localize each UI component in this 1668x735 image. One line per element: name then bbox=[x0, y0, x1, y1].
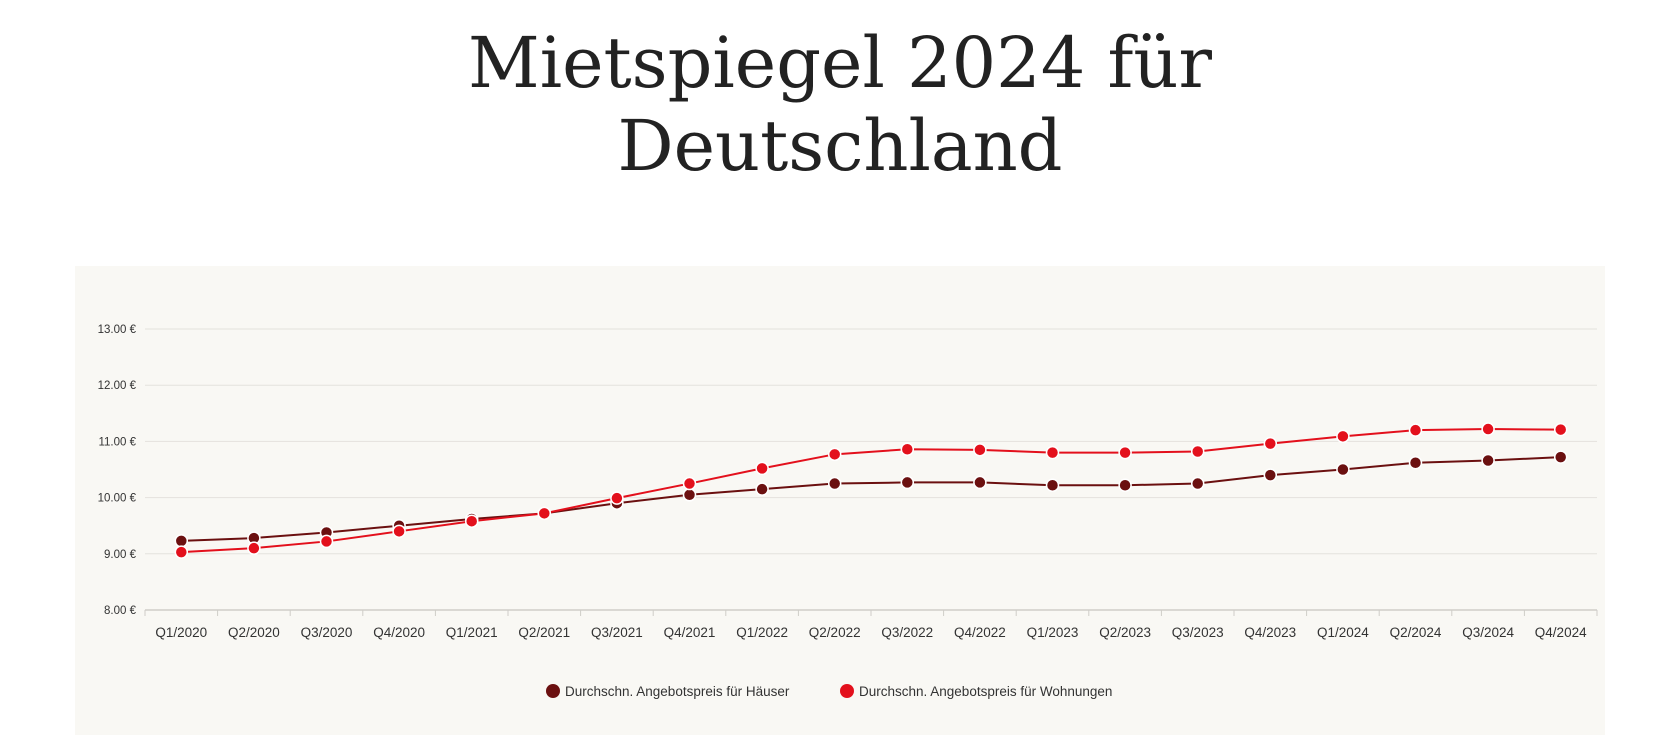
legend-marker-1[interactable] bbox=[546, 684, 560, 698]
data-point-series-2[interactable] bbox=[319, 534, 334, 549]
x-tick-label: Q4/2021 bbox=[664, 625, 716, 640]
x-tick-label: Q4/2024 bbox=[1535, 625, 1587, 640]
price-line-chart: 8.00 € 9.00 € 10.00 € 11.00 € 12.00 € 13.00 €… bbox=[98, 324, 1598, 699]
x-tick-label: Q2/2023 bbox=[1099, 625, 1151, 640]
data-point-series-2[interactable] bbox=[610, 491, 624, 505]
data-point-series-2[interactable] bbox=[1553, 422, 1568, 437]
legend-label-1[interactable]: Durchschn. Angebotspreis für Häuser bbox=[565, 684, 790, 699]
x-tick-label: Q4/2022 bbox=[954, 625, 1006, 640]
data-point-series-2[interactable] bbox=[1118, 445, 1132, 460]
data-point-series-1[interactable] bbox=[682, 488, 697, 502]
data-point-series-2[interactable] bbox=[682, 476, 697, 491]
data-point-series-2[interactable] bbox=[174, 545, 189, 559]
y-tick-label: 13.00 € bbox=[98, 324, 137, 336]
data-point-series-1[interactable] bbox=[900, 475, 915, 490]
x-tick-label: Q2/2021 bbox=[518, 625, 570, 640]
data-point-series-2[interactable] bbox=[1336, 429, 1350, 444]
data-point-series-1[interactable] bbox=[174, 534, 189, 548]
data-point-series-1[interactable] bbox=[1118, 478, 1132, 492]
data-point-series-2[interactable] bbox=[1263, 436, 1278, 451]
x-tick-label: Q1/2022 bbox=[736, 625, 788, 640]
data-point-series-1[interactable] bbox=[1190, 476, 1205, 491]
data-point-series-2[interactable] bbox=[900, 442, 915, 457]
data-point-series-2[interactable] bbox=[1190, 444, 1205, 459]
x-tick-label: Q4/2020 bbox=[373, 625, 425, 640]
x-tick-label: Q4/2023 bbox=[1244, 625, 1296, 640]
data-point-series-2[interactable] bbox=[1408, 423, 1423, 437]
data-point-series-1[interactable] bbox=[973, 475, 987, 490]
y-tick-label: 9.00 € bbox=[104, 549, 137, 561]
x-tick-label: Q1/2021 bbox=[446, 625, 498, 640]
y-tick-label: 11.00 € bbox=[98, 436, 136, 448]
y-tick-label: 8.00 € bbox=[104, 605, 137, 617]
data-point-series-2[interactable] bbox=[755, 461, 769, 476]
x-tick-label: Q1/2023 bbox=[1027, 625, 1079, 640]
x-tick-label: Q1/2024 bbox=[1317, 625, 1369, 640]
data-point-series-1[interactable] bbox=[1481, 453, 1495, 468]
x-tick-label: Q2/2020 bbox=[228, 625, 280, 640]
data-point-series-2[interactable] bbox=[247, 541, 261, 555]
data-point-series-1[interactable] bbox=[1408, 456, 1423, 470]
data-point-series-2[interactable] bbox=[827, 447, 842, 462]
chart-panel: 8.00 € 9.00 € 10.00 € 11.00 € 12.00 € 13.00 €… bbox=[75, 266, 1605, 735]
x-tick-label: Q3/2020 bbox=[301, 625, 353, 640]
legend-marker-2[interactable] bbox=[840, 684, 854, 698]
data-point-series-2[interactable] bbox=[1481, 422, 1495, 436]
y-tick-label: 12.00 € bbox=[98, 380, 137, 392]
data-point-series-1[interactable] bbox=[755, 482, 769, 496]
page-title-line-2: Deutschland bbox=[617, 105, 1063, 187]
data-point-series-2[interactable] bbox=[392, 524, 406, 539]
series-line-2 bbox=[181, 428, 1561, 554]
data-point-series-1[interactable] bbox=[1553, 450, 1568, 464]
x-tick-label: Q2/2022 bbox=[809, 625, 861, 640]
x-tick-label: Q3/2023 bbox=[1172, 625, 1224, 640]
y-tick-label: 10.00 € bbox=[98, 493, 137, 505]
page-title-line-1: Mietspiegel 2024 für bbox=[468, 22, 1212, 104]
data-point-series-2[interactable] bbox=[537, 506, 552, 521]
x-tick-label: Q3/2024 bbox=[1462, 625, 1514, 640]
data-point-series-1[interactable] bbox=[1263, 468, 1278, 482]
series-line-1 bbox=[181, 456, 1561, 542]
x-tick-label: Q2/2024 bbox=[1390, 625, 1442, 640]
x-tick-label: Q1/2020 bbox=[155, 625, 207, 640]
data-point-series-1[interactable] bbox=[1336, 462, 1350, 477]
page-title: Mietspiegel 2024 für Deutschland bbox=[0, 22, 1668, 188]
data-point-series-1[interactable] bbox=[1045, 478, 1060, 492]
x-tick-label: Q3/2021 bbox=[591, 625, 643, 640]
data-point-series-2[interactable] bbox=[464, 514, 479, 528]
data-point-series-1[interactable] bbox=[827, 476, 842, 491]
data-point-series-2[interactable] bbox=[973, 443, 987, 457]
data-point-series-2[interactable] bbox=[1045, 445, 1060, 460]
legend-label-2[interactable]: Durchschn. Angebotspreis für Wohnungen bbox=[859, 684, 1112, 699]
x-tick-label: Q3/2022 bbox=[881, 625, 933, 640]
